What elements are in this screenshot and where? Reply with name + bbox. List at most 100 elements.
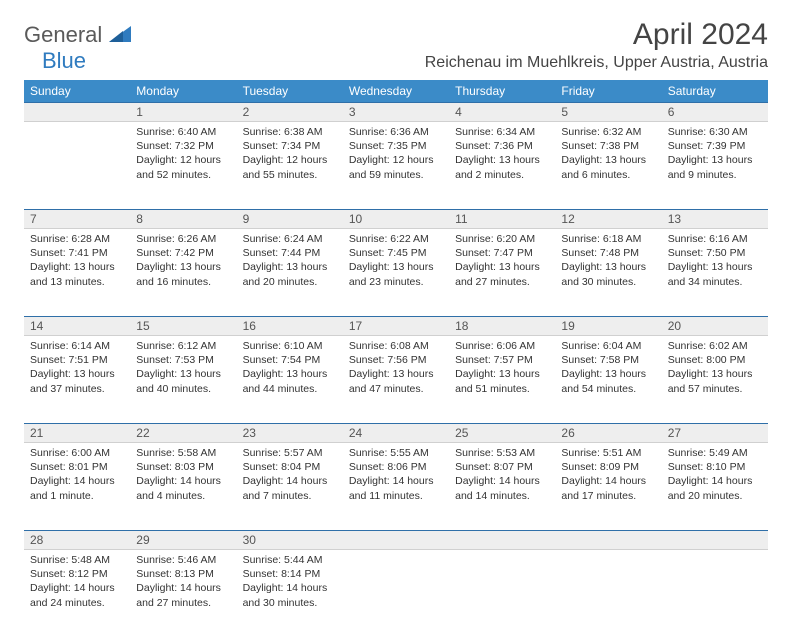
sunrise-text: Sunrise: 6:30 AM (668, 125, 762, 139)
daylight-text: Daylight: 14 hours and 14 minutes. (455, 474, 549, 502)
day-header: Thursday (449, 80, 555, 103)
day-number: 9 (237, 210, 343, 229)
daylight-text: Daylight: 14 hours and 27 minutes. (136, 581, 230, 609)
day-cell: Sunrise: 6:16 AMSunset: 7:50 PMDaylight:… (662, 229, 768, 317)
day-header: Saturday (662, 80, 768, 103)
day-cell: Sunrise: 6:18 AMSunset: 7:48 PMDaylight:… (555, 229, 661, 317)
day-number: 6 (662, 103, 768, 122)
day-cell (449, 550, 555, 638)
sunrise-text: Sunrise: 6:18 AM (561, 232, 655, 246)
day-cell: Sunrise: 6:20 AMSunset: 7:47 PMDaylight:… (449, 229, 555, 317)
day-cell: Sunrise: 5:55 AMSunset: 8:06 PMDaylight:… (343, 443, 449, 531)
day-number: 26 (555, 424, 661, 443)
sunset-text: Sunset: 7:39 PM (668, 139, 762, 153)
day-number: 30 (237, 531, 343, 550)
day-number: 17 (343, 317, 449, 336)
day-cell: Sunrise: 6:00 AMSunset: 8:01 PMDaylight:… (24, 443, 130, 531)
day-cell: Sunrise: 5:51 AMSunset: 8:09 PMDaylight:… (555, 443, 661, 531)
day-header-row: Sunday Monday Tuesday Wednesday Thursday… (24, 80, 768, 103)
day-number: 12 (555, 210, 661, 229)
sunrise-text: Sunrise: 6:26 AM (136, 232, 230, 246)
sunrise-text: Sunrise: 5:55 AM (349, 446, 443, 460)
sunset-text: Sunset: 7:54 PM (243, 353, 337, 367)
sunset-text: Sunset: 8:13 PM (136, 567, 230, 581)
daylight-text: Daylight: 14 hours and 4 minutes. (136, 474, 230, 502)
day-number: 23 (237, 424, 343, 443)
day-cell: Sunrise: 6:04 AMSunset: 7:58 PMDaylight:… (555, 336, 661, 424)
sunrise-text: Sunrise: 5:46 AM (136, 553, 230, 567)
sunset-text: Sunset: 8:03 PM (136, 460, 230, 474)
sunrise-text: Sunrise: 6:10 AM (243, 339, 337, 353)
day-number: 2 (237, 103, 343, 122)
daylight-text: Daylight: 14 hours and 24 minutes. (30, 581, 124, 609)
sunset-text: Sunset: 7:51 PM (30, 353, 124, 367)
daylight-text: Daylight: 14 hours and 1 minute. (30, 474, 124, 502)
day-number (343, 531, 449, 550)
day-number: 25 (449, 424, 555, 443)
location-subtitle: Reichenau im Muehlkreis, Upper Austria, … (425, 54, 768, 72)
sunrise-text: Sunrise: 6:38 AM (243, 125, 337, 139)
day-cell: Sunrise: 6:14 AMSunset: 7:51 PMDaylight:… (24, 336, 130, 424)
week-row: Sunrise: 6:28 AMSunset: 7:41 PMDaylight:… (24, 229, 768, 317)
sunset-text: Sunset: 7:53 PM (136, 353, 230, 367)
day-cell: Sunrise: 5:49 AMSunset: 8:10 PMDaylight:… (662, 443, 768, 531)
sunset-text: Sunset: 7:45 PM (349, 246, 443, 260)
sunrise-text: Sunrise: 5:51 AM (561, 446, 655, 460)
daylight-text: Daylight: 13 hours and 51 minutes. (455, 367, 549, 395)
sunrise-text: Sunrise: 6:40 AM (136, 125, 230, 139)
day-header: Sunday (24, 80, 130, 103)
daylight-text: Daylight: 13 hours and 30 minutes. (561, 260, 655, 288)
day-cell: Sunrise: 6:40 AMSunset: 7:32 PMDaylight:… (130, 122, 236, 210)
sunset-text: Sunset: 8:07 PM (455, 460, 549, 474)
sunset-text: Sunset: 7:57 PM (455, 353, 549, 367)
sunrise-text: Sunrise: 6:34 AM (455, 125, 549, 139)
sunset-text: Sunset: 8:10 PM (668, 460, 762, 474)
day-cell: Sunrise: 6:26 AMSunset: 7:42 PMDaylight:… (130, 229, 236, 317)
sunrise-text: Sunrise: 6:12 AM (136, 339, 230, 353)
daylight-text: Daylight: 13 hours and 16 minutes. (136, 260, 230, 288)
daylight-text: Daylight: 13 hours and 20 minutes. (243, 260, 337, 288)
sunset-text: Sunset: 8:09 PM (561, 460, 655, 474)
daylight-text: Daylight: 12 hours and 52 minutes. (136, 153, 230, 181)
day-number: 15 (130, 317, 236, 336)
sunset-text: Sunset: 7:42 PM (136, 246, 230, 260)
daylight-text: Daylight: 13 hours and 6 minutes. (561, 153, 655, 181)
day-number: 21 (24, 424, 130, 443)
sunset-text: Sunset: 8:00 PM (668, 353, 762, 367)
day-cell: Sunrise: 6:06 AMSunset: 7:57 PMDaylight:… (449, 336, 555, 424)
logo-text-general: General (24, 22, 102, 47)
logo-triangle-icon (109, 26, 131, 42)
sunrise-text: Sunrise: 6:00 AM (30, 446, 124, 460)
daylight-text: Daylight: 12 hours and 59 minutes. (349, 153, 443, 181)
day-number: 3 (343, 103, 449, 122)
day-cell: Sunrise: 5:46 AMSunset: 8:13 PMDaylight:… (130, 550, 236, 638)
sunrise-text: Sunrise: 5:57 AM (243, 446, 337, 460)
day-number: 19 (555, 317, 661, 336)
daylight-text: Daylight: 14 hours and 11 minutes. (349, 474, 443, 502)
day-number: 29 (130, 531, 236, 550)
day-cell (662, 550, 768, 638)
sunset-text: Sunset: 7:44 PM (243, 246, 337, 260)
sunrise-text: Sunrise: 6:20 AM (455, 232, 549, 246)
sunset-text: Sunset: 8:01 PM (30, 460, 124, 474)
sunset-text: Sunset: 7:56 PM (349, 353, 443, 367)
daylight-text: Daylight: 13 hours and 47 minutes. (349, 367, 443, 395)
daylight-text: Daylight: 13 hours and 37 minutes. (30, 367, 124, 395)
sunrise-text: Sunrise: 6:16 AM (668, 232, 762, 246)
daylight-text: Daylight: 14 hours and 20 minutes. (668, 474, 762, 502)
day-number: 16 (237, 317, 343, 336)
sunset-text: Sunset: 7:58 PM (561, 353, 655, 367)
day-cell: Sunrise: 6:30 AMSunset: 7:39 PMDaylight:… (662, 122, 768, 210)
sunset-text: Sunset: 8:14 PM (243, 567, 337, 581)
daylight-text: Daylight: 14 hours and 30 minutes. (243, 581, 337, 609)
day-number: 7 (24, 210, 130, 229)
day-number: 14 (24, 317, 130, 336)
day-cell: Sunrise: 6:34 AMSunset: 7:36 PMDaylight:… (449, 122, 555, 210)
day-number: 24 (343, 424, 449, 443)
daylight-text: Daylight: 13 hours and 27 minutes. (455, 260, 549, 288)
sunset-text: Sunset: 8:12 PM (30, 567, 124, 581)
day-number: 1 (130, 103, 236, 122)
sunset-text: Sunset: 7:41 PM (30, 246, 124, 260)
sunrise-text: Sunrise: 5:58 AM (136, 446, 230, 460)
sunset-text: Sunset: 7:38 PM (561, 139, 655, 153)
